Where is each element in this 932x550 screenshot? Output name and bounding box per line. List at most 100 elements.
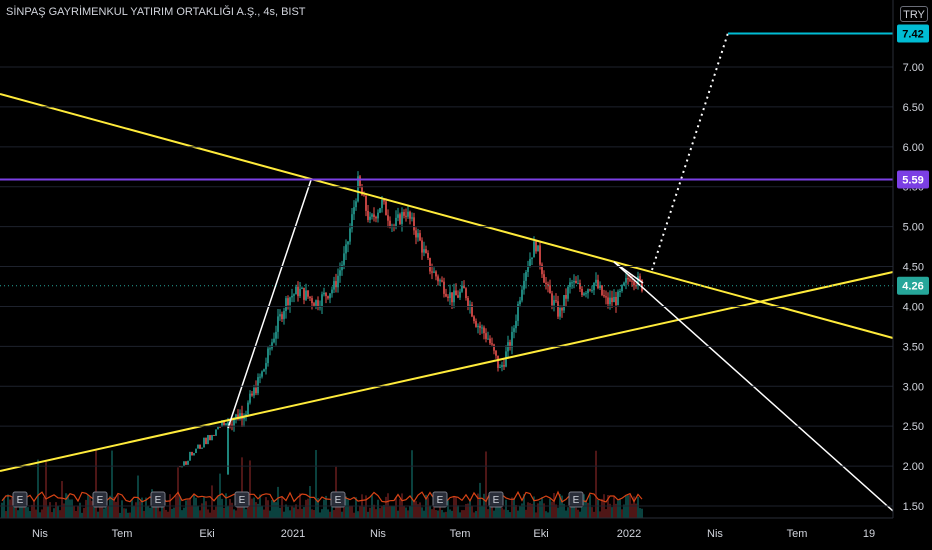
volume-bar: [227, 506, 229, 518]
volume-bar: [467, 503, 469, 518]
candle-body: [225, 423, 227, 426]
candle-body: [425, 249, 427, 253]
earnings-marker-label: E: [573, 495, 580, 506]
price-badge-resistance: 5.59: [897, 170, 929, 189]
price-badge-label: 5.59: [902, 175, 923, 187]
volume-bar: [123, 508, 125, 518]
candle-body: [279, 314, 281, 317]
volume-bar: [515, 505, 517, 518]
volume-bar: [419, 502, 421, 518]
volume-bar: [579, 511, 581, 518]
volume-bar: [359, 506, 361, 518]
volume-bar: [33, 500, 35, 518]
candle-body: [355, 201, 357, 208]
volume-bar: [303, 507, 305, 518]
volume-bar: [255, 502, 257, 518]
time-tick-label: 2021: [281, 528, 305, 540]
volume-bar: [393, 505, 395, 518]
volume-bar: [23, 502, 25, 518]
volume-bar: [105, 500, 107, 518]
volume-bar: [463, 510, 465, 518]
volume-bar: [185, 500, 187, 518]
volume-bar: [485, 451, 487, 518]
candle-body: [379, 208, 381, 213]
volume-bar: [149, 507, 151, 518]
candle-body: [539, 245, 541, 265]
candle-body: [481, 327, 483, 329]
candle-body: [381, 199, 383, 209]
candle-body: [543, 274, 545, 283]
candle-body: [545, 282, 547, 285]
candle-body: [617, 291, 619, 306]
candle-body: [603, 295, 605, 297]
candle-body: [569, 282, 571, 287]
candle-body: [289, 297, 291, 305]
volume-bar: [471, 506, 473, 518]
volume-bar: [539, 501, 541, 518]
volume-bar: [131, 499, 133, 518]
volume-bar: [581, 499, 583, 518]
volume-bar: [357, 511, 359, 518]
volume-bar: [237, 497, 239, 518]
volume-bar: [591, 507, 593, 518]
volume-bar: [189, 497, 191, 518]
candle-body: [395, 217, 397, 227]
candle-body: [547, 284, 549, 286]
candle-body: [465, 288, 467, 299]
price-badge-label: 4.26: [902, 281, 923, 293]
volume-bar: [77, 505, 79, 518]
volume-bar: [79, 502, 81, 518]
candle-body: [213, 434, 215, 436]
earnings-marker: E: [568, 491, 584, 508]
candle-body: [497, 355, 499, 368]
volume-bar: [119, 512, 121, 518]
earnings-marker: E: [432, 491, 448, 508]
volume-bar: [595, 450, 597, 518]
candle-body: [397, 214, 399, 218]
volume-bar: [609, 503, 611, 518]
candle-body: [197, 444, 199, 449]
volume-bar: [283, 511, 285, 518]
volume-bar: [203, 496, 205, 518]
volume-bar: [433, 500, 435, 518]
candle-body: [637, 276, 639, 286]
volume-bar: [83, 508, 85, 518]
volume-bar: [297, 509, 299, 518]
volume-bar: [41, 509, 43, 518]
volume-bar: [11, 497, 13, 518]
price-tick-label: 7.00: [903, 62, 924, 74]
volume-bar: [349, 505, 351, 518]
volume-bar: [473, 512, 475, 518]
candle-body: [595, 279, 597, 283]
currency-button[interactable]: TRY: [900, 6, 928, 22]
candle-body: [349, 228, 351, 242]
candle-body: [335, 281, 337, 288]
candle-body: [205, 437, 207, 445]
volume-bar: [205, 501, 207, 518]
candle-body: [639, 276, 641, 281]
candle-body: [477, 325, 479, 327]
volume-bar: [327, 509, 329, 518]
volume-bar: [437, 510, 439, 518]
volume-bar: [113, 496, 115, 518]
upper-trendline: [0, 93, 894, 339]
volume-bar: [423, 510, 425, 518]
volume-bar: [309, 486, 311, 518]
volume-bar: [1, 502, 3, 518]
volume-bar: [501, 507, 503, 518]
candle-body: [201, 447, 203, 449]
volume-bar: [527, 502, 529, 518]
candle-body: [627, 278, 629, 280]
candle-body: [479, 325, 481, 328]
volume-bar: [167, 511, 169, 518]
candle-body: [187, 460, 189, 465]
candle-body: [581, 289, 583, 295]
candle-body: [337, 275, 339, 288]
volume-bar: [373, 504, 375, 518]
volume-bar: [107, 506, 109, 518]
volume-bar: [363, 506, 365, 518]
earnings-marker-box: [488, 491, 504, 508]
candle-body: [483, 327, 485, 334]
candle-body: [373, 214, 375, 217]
